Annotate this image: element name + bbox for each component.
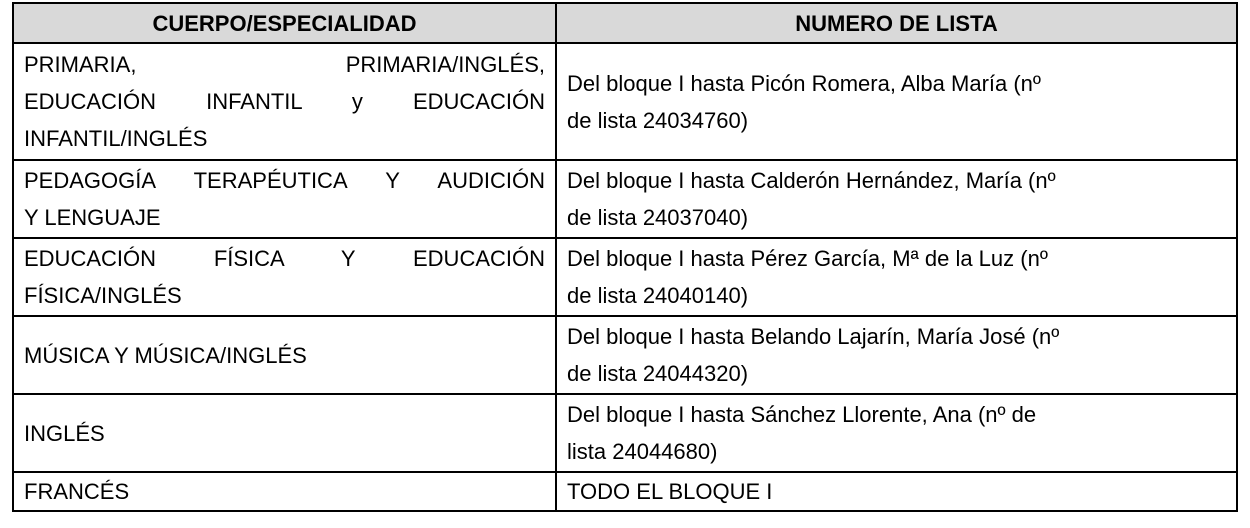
- lista-cell: Del bloque I hasta Calderón Hernández, M…: [555, 159, 1238, 239]
- table-row: PRIMARIA, PRIMARIA/INGLÉS, EDUCACIÓN INF…: [12, 42, 1238, 161]
- lista-cell: Del bloque I hasta Belando Lajarín, Marí…: [555, 315, 1238, 395]
- cell-line: FRANCÉS: [24, 479, 130, 504]
- cell-line: Del bloque I hasta Sánchez Llorente, Ana…: [567, 402, 1037, 427]
- especialidad-cell: PRIMARIA, PRIMARIA/INGLÉS, EDUCACIÓN INF…: [12, 42, 557, 161]
- table-row: EDUCACIÓN FÍSICA Y EDUCACIÓN FÍSICA/INGL…: [12, 237, 1238, 317]
- cell-line: INGLÉS: [24, 420, 105, 446]
- cell-line: TODO EL BLOQUE I: [567, 479, 773, 504]
- lista-cell: Del bloque I hasta Sánchez Llorente, Ana…: [555, 393, 1238, 473]
- cell-line: de lista 24034760): [567, 107, 749, 133]
- cell-line: Del bloque I hasta Belando Lajarín, Marí…: [567, 324, 1060, 349]
- cell-line: FÍSICA/INGLÉS: [24, 283, 182, 308]
- table-row: INGLÉS Del bloque I hasta Sánchez Lloren…: [12, 393, 1238, 473]
- especialidad-cell: MÚSICA Y MÚSICA/INGLÉS: [12, 315, 557, 395]
- cell-line: de lista 24040140): [567, 283, 749, 308]
- cell-line: Y LENGUAJE: [24, 205, 161, 230]
- cell-line: Del bloque I hasta Picón Romera, Alba Ma…: [567, 70, 1041, 96]
- cell-line: de lista 24044320): [567, 361, 749, 386]
- lista-cell: TODO EL BLOQUE I: [555, 471, 1238, 512]
- cell-line: MÚSICA Y MÚSICA/INGLÉS: [24, 342, 307, 368]
- cell-line: Del bloque I hasta Calderón Hernández, M…: [567, 168, 1056, 193]
- cell-line: EDUCACIÓN FÍSICA Y EDUCACIÓN: [24, 246, 545, 271]
- lista-cell: Del bloque I hasta Pérez García, Mª de l…: [555, 237, 1238, 317]
- table-row: PEDAGOGÍA TERAPÉUTICA Y AUDICIÓN Y LENGU…: [12, 159, 1238, 239]
- cell-line: lista 24044680): [567, 439, 718, 464]
- especialidad-cell: INGLÉS: [12, 393, 557, 473]
- especialidad-cell: PEDAGOGÍA TERAPÉUTICA Y AUDICIÓN Y LENGU…: [12, 159, 557, 239]
- especialidad-cell: EDUCACIÓN FÍSICA Y EDUCACIÓN FÍSICA/INGL…: [12, 237, 557, 317]
- list-table: CUERPO/ESPECIALIDAD NUMERO DE LISTA PRIM…: [12, 2, 1238, 512]
- cell-line: PEDAGOGÍA TERAPÉUTICA Y AUDICIÓN: [24, 168, 545, 193]
- cell-line: INFANTIL/INGLÉS: [24, 126, 208, 151]
- cell-line: Del bloque I hasta Pérez García, Mª de l…: [567, 246, 1048, 271]
- lista-cell: Del bloque I hasta Picón Romera, Alba Ma…: [555, 42, 1238, 161]
- header-especialidad: CUERPO/ESPECIALIDAD: [12, 2, 557, 44]
- table-row: FRANCÉS TODO EL BLOQUE I: [12, 471, 1238, 512]
- table-row: MÚSICA Y MÚSICA/INGLÉS Del bloque I hast…: [12, 315, 1238, 395]
- cell-line: PRIMARIA, PRIMARIA/INGLÉS,: [24, 52, 545, 77]
- especialidad-cell: FRANCÉS: [12, 471, 557, 512]
- cell-line: de lista 24037040): [567, 205, 749, 230]
- cell-line: EDUCACIÓN INFANTIL y EDUCACIÓN: [24, 89, 545, 114]
- header-row: CUERPO/ESPECIALIDAD NUMERO DE LISTA: [12, 2, 1238, 44]
- header-numero-lista: NUMERO DE LISTA: [555, 2, 1238, 44]
